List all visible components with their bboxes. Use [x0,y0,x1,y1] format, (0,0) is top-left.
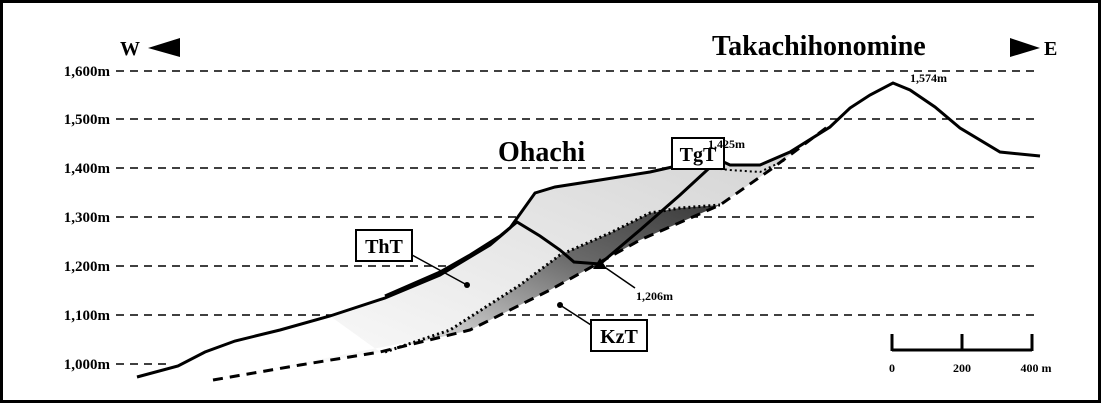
leader-dot [464,282,470,288]
elevation-label: 1,000m [64,357,111,373]
direction-west: W [120,38,140,60]
unit-box [671,137,725,170]
unit-label: TgT [680,144,717,166]
unit-labels: TgT ThT KzT [355,137,725,352]
surface-profile [136,81,1041,379]
elevation-label: 1,500m [64,112,111,128]
leader [602,265,636,289]
scale-label: 400 m [1021,361,1052,375]
basement-line [212,123,831,382]
elevation-grid [116,70,1040,365]
leader [559,304,592,326]
leader-dot [557,302,563,308]
direction-east: E [1044,38,1057,60]
scale-label: 0 [889,361,895,375]
elevation-label: 1,300m [64,210,111,226]
peak-name: Takachihonomine [712,31,926,62]
buried-surface [384,158,720,298]
scale-label: 200 [953,361,971,375]
point-label: 1,574m [910,71,947,85]
elevation-labels: 1,600m 1,500m 1,400m 1,300m 1,200m 1,100… [64,64,111,373]
elevation-label: 1,400m [64,161,111,177]
leader [411,254,468,286]
unit-label: KzT [600,326,638,348]
crater-name: Ohachi [498,137,585,168]
kzt-boundary [384,203,721,354]
elevation-label: 1,600m [64,64,111,80]
point-label: 1,206m [636,289,673,303]
unit-label: ThT [365,236,403,258]
scale-bar [890,334,1034,352]
point-label: 1,425m [708,137,745,151]
west-arrow [148,38,180,57]
unit-box [590,319,648,352]
unit-box [355,229,413,262]
east-arrow [1010,38,1040,57]
elevation-label: 1,200m [64,259,111,275]
elevation-label: 1,100m [64,308,111,324]
tht-deposit [213,125,830,380]
